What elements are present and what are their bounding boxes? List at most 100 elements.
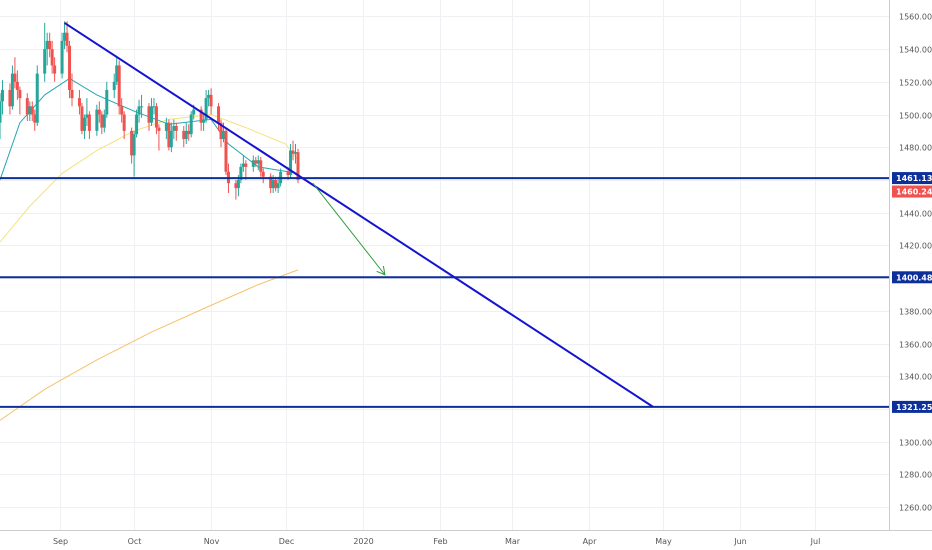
level-tag-background: [892, 400, 932, 413]
candle-body: [30, 106, 34, 115]
y-tick-label: 1560.000: [899, 13, 932, 22]
candle: [35, 65, 39, 126]
candle-body: [82, 117, 86, 131]
drawings[interactable]: [64, 22, 654, 408]
candle: [204, 89, 208, 123]
candle: [18, 86, 22, 115]
level-price-tag: 1461.136: [892, 172, 932, 185]
projection-arrow-head[interactable]: [376, 265, 386, 276]
candle-body: [219, 122, 223, 140]
candle: [0, 93, 2, 140]
candle: [202, 114, 206, 131]
level-price-tag: 1400.485: [892, 271, 932, 284]
candle-body: [120, 106, 124, 115]
y-tick-label: 1260.000: [899, 504, 932, 513]
candle-body: [85, 114, 89, 118]
price-axis[interactable]: 1560.000 1540.000 1520.000 1500.000 1480.000…: [899, 13, 932, 513]
level-tag-background: [892, 271, 932, 284]
candle-body: [0, 101, 2, 123]
candle-body: [261, 171, 265, 177]
candle-body: [294, 152, 298, 154]
candle-body: [140, 106, 144, 108]
candle-body: [0, 89, 4, 102]
candle-body: [174, 125, 178, 131]
candle: [33, 109, 37, 131]
candle-body: [289, 150, 293, 176]
downtrend-line[interactable]: [64, 22, 654, 408]
candle: [97, 101, 101, 123]
candle-body: [169, 130, 173, 148]
candle-body: [45, 40, 49, 50]
candle-body: [80, 106, 84, 131]
candle-body: [70, 89, 74, 99]
x-tick-label: Jul: [810, 537, 821, 546]
candle-body: [8, 89, 12, 107]
candle: [289, 143, 293, 179]
time-axis[interactable]: Sep Oct Nov Dec 2020 Feb Mar Apr May Jun Jul: [53, 537, 820, 546]
candle-body: [112, 81, 116, 90]
candle: [147, 103, 151, 131]
candle-body: [221, 130, 225, 140]
candle-body: [13, 73, 17, 82]
y-tick-label: 1440.000: [899, 210, 932, 219]
candle: [164, 117, 168, 140]
x-tick-label: Jun: [733, 537, 747, 546]
candle: [15, 70, 19, 100]
y-tick-label: 1300.000: [899, 439, 932, 448]
candle: [217, 103, 221, 131]
projection-arrow-shaft[interactable]: [312, 182, 386, 276]
candle-body: [77, 98, 81, 107]
candle: [95, 104, 99, 136]
candle-body: [117, 65, 121, 107]
candle: [50, 40, 54, 74]
candle-body: [182, 130, 186, 140]
candle-body: [271, 179, 275, 189]
candle-body: [224, 130, 228, 172]
candle-body: [184, 130, 188, 140]
candle-body: [25, 98, 29, 115]
candle-body: [149, 106, 153, 123]
candle-body: [209, 94, 213, 107]
y-tick-label: 1520.000: [899, 79, 932, 88]
candle-body: [167, 122, 171, 148]
price-tags: 1461.136 1400.485 1321.259 1460.248: [892, 172, 932, 413]
y-tick-label: 1360.000: [899, 341, 932, 350]
candle-body: [65, 32, 69, 46]
candle-body: [164, 122, 168, 131]
candle: [256, 155, 260, 171]
chart-grid: [0, 0, 889, 530]
candle-body: [269, 176, 273, 189]
candle-body: [259, 160, 263, 172]
candle: [130, 127, 134, 164]
y-tick-label: 1340.000: [899, 373, 932, 382]
candle: [45, 32, 49, 66]
candle-body: [202, 119, 206, 123]
candle: [65, 21, 69, 53]
candle-body: [105, 89, 109, 115]
candle-body: [189, 114, 193, 135]
candle: [43, 22, 47, 82]
candle: [13, 57, 17, 89]
candle: [25, 93, 29, 122]
candle: [254, 157, 258, 167]
x-tick-label: Mar: [505, 537, 521, 546]
candle: [68, 40, 72, 99]
candle: [269, 173, 273, 194]
candle: [70, 73, 74, 107]
candle: [294, 143, 298, 164]
candle: [182, 125, 186, 148]
candle: [122, 111, 126, 140]
candle: [184, 122, 188, 144]
candle-body: [147, 106, 151, 123]
candle-body: [28, 106, 32, 115]
candle: [241, 155, 245, 172]
current-price-tag-label: 1460.248: [896, 188, 932, 197]
candle-body: [87, 114, 91, 131]
current-price-tag-background: [892, 185, 932, 198]
candle: [199, 106, 203, 131]
horizontal-levels[interactable]: [0, 177, 889, 408]
candle-body: [15, 81, 19, 90]
candle: [85, 98, 89, 126]
candle-body: [35, 73, 39, 123]
